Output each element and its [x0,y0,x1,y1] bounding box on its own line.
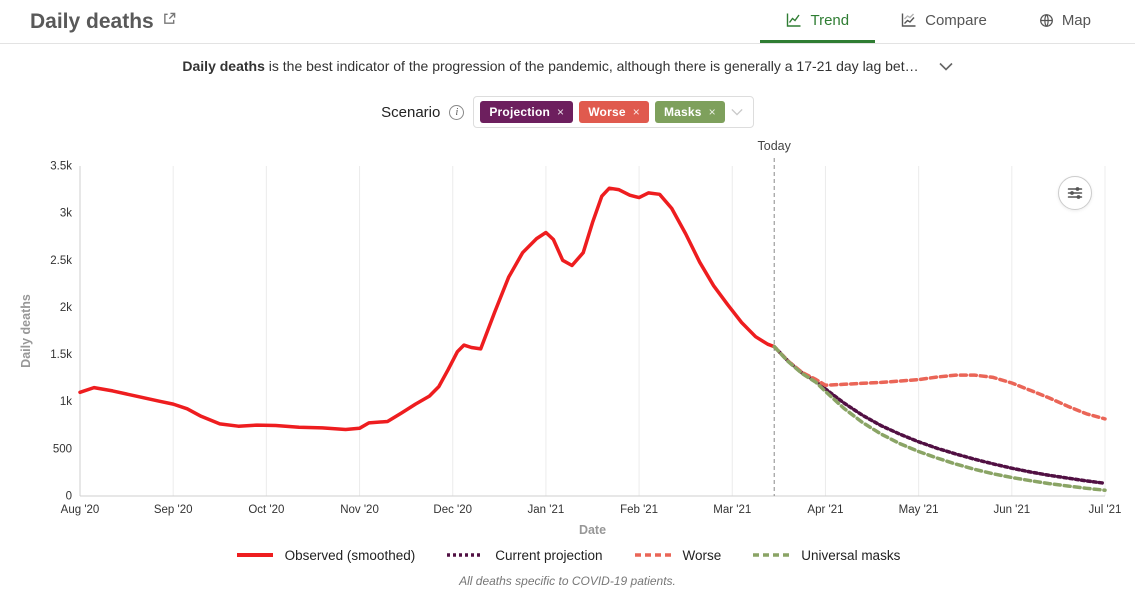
tag-label: Worse [588,105,626,119]
tab-label: Trend [810,11,850,29]
scenario-select[interactable]: Projection × Worse × Masks × [473,96,754,128]
svg-text:Aug '20: Aug '20 [61,504,100,516]
svg-text:0: 0 [66,491,72,503]
header: Daily deaths Trend Compare Map [0,0,1135,44]
legend-label: Current projection [495,547,603,563]
remove-tag-icon[interactable]: × [557,105,565,119]
remove-tag-icon[interactable]: × [708,105,716,119]
svg-text:Jul '21: Jul '21 [1089,504,1122,516]
legend-item-worse[interactable]: Worse [633,547,722,563]
description-row: Daily deaths is the best indicator of th… [0,44,1135,88]
svg-text:Apr '21: Apr '21 [807,504,843,516]
scenario-tag-projection[interactable]: Projection × [480,101,574,123]
legend-label: Universal masks [801,547,901,563]
chart-legend: Observed (smoothed) Current projection Wor… [0,538,1135,572]
tag-label: Masks [663,105,702,119]
svg-text:Mar '21: Mar '21 [713,504,751,516]
svg-text:Sep '20: Sep '20 [154,504,193,516]
chart-footnote: All deaths specific to COVID-19 patients… [459,574,676,588]
legend-label: Worse [682,547,722,563]
scenario-label: Scenario [381,103,441,121]
legend-line-sample [236,553,273,557]
svg-text:500: 500 [53,443,72,455]
legend-label: Observed (smoothed) [284,547,416,563]
svg-text:3k: 3k [60,208,72,220]
daily-deaths-chart[interactable]: 0 500 1k 1.5k 2k 2.5k 3k 3.5k Aug '20 Sep '20 Oct … [0,136,1135,538]
external-link-icon[interactable] [163,12,176,25]
page-title: Daily deaths [30,0,176,43]
tab-map[interactable]: Map [1013,0,1117,43]
tab-label: Map [1061,11,1091,29]
info-glyph: i [455,106,459,118]
chevron-down-icon[interactable] [731,108,743,116]
svg-text:Today: Today [758,139,792,153]
svg-text:Jan '21: Jan '21 [528,504,565,516]
legend-line-sample [447,553,484,557]
svg-text:Date: Date [579,523,606,537]
svg-text:Feb '21: Feb '21 [620,504,658,516]
legend-line-sample [753,553,790,557]
svg-text:Oct '20: Oct '20 [248,504,284,516]
tab-label: Compare [925,11,987,29]
tab-compare[interactable]: Compare [875,0,1013,43]
info-icon[interactable]: i [449,104,465,120]
legend-item-current-projection[interactable]: Current projection [445,547,603,563]
chart-section: 0 500 1k 1.5k 2k 2.5k 3k 3.5k Aug '20 Sep '20 Oct … [0,136,1135,538]
svg-text:1.5k: 1.5k [50,349,72,361]
chart-settings-button[interactable] [1058,176,1092,210]
scenario-tags: Projection × Worse × Masks × [480,101,725,123]
svg-text:Jun '21: Jun '21 [993,504,1030,516]
svg-text:2.5k: 2.5k [50,255,72,267]
header-tabs: Trend Compare Map [760,0,1135,43]
tab-trend[interactable]: Trend [760,0,876,43]
svg-text:Nov '20: Nov '20 [340,504,379,516]
scenario-row: Scenario i Projection × Worse × Masks × [0,88,1135,136]
description-lead: Daily deaths [182,58,265,74]
chevron-down-icon[interactable] [939,62,953,71]
description-text: Daily deaths is the best indicator of th… [182,58,918,74]
compare-chart-icon [901,12,917,28]
svg-text:1k: 1k [60,396,72,408]
remove-tag-icon[interactable]: × [632,105,640,119]
scenario-tag-worse[interactable]: Worse × [579,101,649,123]
svg-text:May '21: May '21 [899,504,939,516]
sliders-icon [1066,184,1084,202]
legend-line-sample [634,553,671,557]
scenario-tag-masks[interactable]: Masks × [654,101,725,123]
description-rest: is the best indicator of the progression… [264,58,919,74]
tag-label: Projection [489,105,551,119]
svg-text:Daily deaths: Daily deaths [19,294,33,368]
legend-item-universal-masks[interactable]: Universal masks [751,548,900,563]
legend-item-observed-smoothed-[interactable]: Observed (smoothed) [235,547,416,563]
trend-chart-icon [786,12,802,28]
page-title-text: Daily deaths [30,9,154,33]
svg-text:3.5k: 3.5k [50,161,72,173]
svg-text:2k: 2k [60,302,72,314]
svg-text:Dec '20: Dec '20 [433,504,472,516]
globe-icon [1039,13,1054,28]
